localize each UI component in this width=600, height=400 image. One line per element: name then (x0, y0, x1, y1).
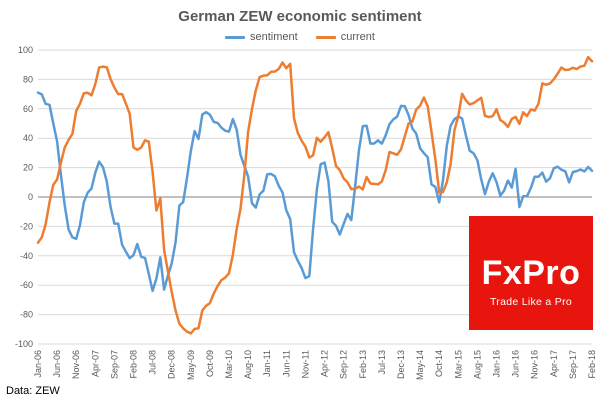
svg-text:Feb-08: Feb-08 (129, 350, 139, 379)
chart-legend: sentiment current (0, 29, 600, 45)
svg-text:Jan-16: Jan-16 (492, 350, 502, 378)
svg-text:100: 100 (18, 45, 33, 55)
svg-text:Apr-17: Apr-17 (549, 350, 559, 377)
svg-text:0: 0 (28, 192, 33, 202)
svg-text:-40: -40 (20, 251, 33, 261)
legend-swatch-sentiment (225, 35, 246, 39)
legend-swatch-current (315, 35, 336, 39)
svg-text:Nov-11: Nov-11 (300, 350, 310, 378)
svg-text:-100: -100 (15, 339, 33, 349)
svg-text:Jan-11: Jan-11 (262, 350, 272, 377)
svg-text:-20: -20 (20, 221, 33, 231)
svg-text:Sep-17: Sep-17 (568, 350, 578, 379)
svg-text:Jul-13: Jul-13 (377, 350, 387, 375)
svg-text:20: 20 (23, 163, 33, 173)
svg-text:Sep-07: Sep-07 (109, 350, 119, 379)
svg-text:May-14: May-14 (415, 350, 425, 380)
svg-text:Dec-13: Dec-13 (396, 350, 406, 379)
svg-text:Oct-09: Oct-09 (205, 350, 215, 377)
fxpro-logo-tagline: Trade Like a Pro (489, 296, 573, 308)
zew-line-chart: -100 -80 -60 -40 -20 0 20 40 60 80 100 Jan-06 Jun-06… (15, 45, 597, 380)
svg-text:Feb-18: Feb-18 (587, 350, 597, 379)
svg-text:Nov-16: Nov-16 (530, 350, 540, 379)
svg-text:Jun-11: Jun-11 (281, 350, 291, 377)
svg-text:Aug-10: Aug-10 (243, 350, 253, 379)
svg-text:Dec-08: Dec-08 (167, 350, 177, 379)
svg-text:-80: -80 (20, 310, 33, 320)
svg-text:Feb-13: Feb-13 (358, 350, 368, 379)
svg-text:60: 60 (23, 104, 33, 114)
legend-item-current: current (315, 31, 375, 43)
svg-text:Mar-15: Mar-15 (453, 350, 463, 379)
fxpro-logo: FxPro Trade Like a Pro (469, 216, 593, 330)
fxpro-logo-name: FxPro (481, 254, 581, 292)
svg-text:80: 80 (23, 74, 33, 84)
svg-text:Sep-12: Sep-12 (339, 350, 349, 379)
legend-label-sentiment: sentiment (250, 31, 298, 43)
svg-text:Nov-06: Nov-06 (71, 350, 81, 379)
svg-text:Apr-12: Apr-12 (320, 350, 330, 377)
data-source-label: Data: ZEW (6, 385, 60, 397)
svg-text:Jun-06: Jun-06 (52, 350, 62, 378)
svg-text:40: 40 (23, 133, 33, 143)
legend-item-sentiment: sentiment (225, 31, 298, 43)
svg-text:Oct-14: Oct-14 (434, 350, 444, 377)
legend-label-current: current (340, 31, 375, 43)
svg-text:-60: -60 (20, 280, 33, 290)
svg-text:Jun-16: Jun-16 (511, 350, 521, 378)
svg-text:Aug-15: Aug-15 (472, 350, 482, 379)
svg-text:Apr-07: Apr-07 (90, 350, 100, 377)
svg-text:May-09: May-09 (186, 350, 196, 380)
svg-text:Mar-10: Mar-10 (224, 350, 234, 379)
svg-text:Jul-08: Jul-08 (148, 350, 158, 375)
svg-text:Jan-06: Jan-06 (33, 350, 43, 378)
chart-title: German ZEW economic sentiment (178, 8, 422, 25)
